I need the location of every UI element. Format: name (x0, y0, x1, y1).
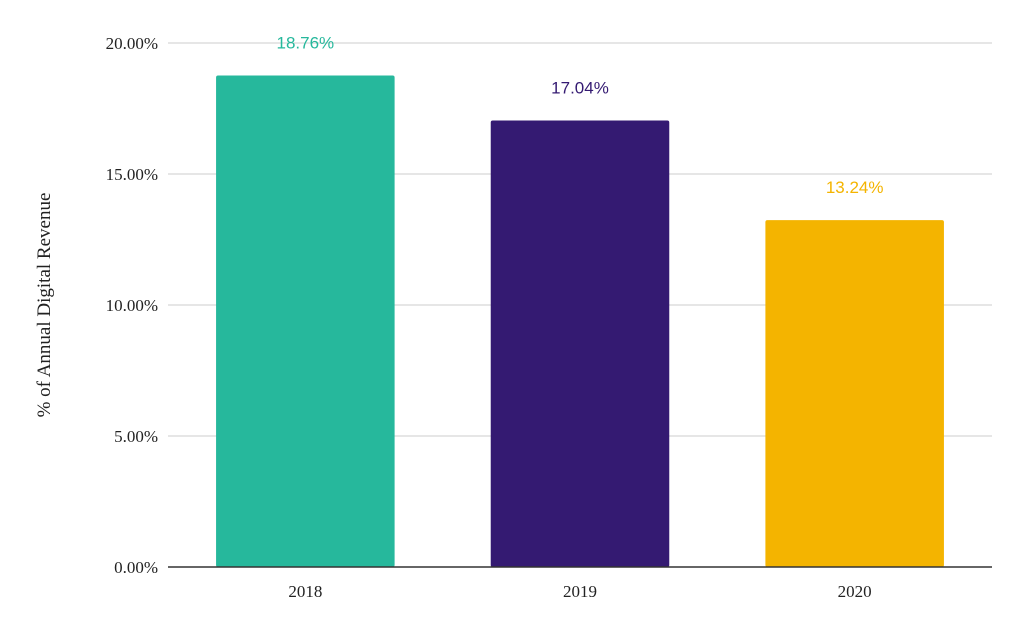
data-label-2018: 18.76% (276, 33, 334, 52)
x-tick-label: 2018 (288, 582, 322, 601)
data-label-2020: 13.24% (826, 178, 884, 197)
x-tick-label: 2019 (563, 582, 597, 601)
y-tick-label: 10.00% (106, 296, 158, 315)
y-axis-title: % of Annual Digital Revenue (34, 193, 55, 418)
data-label-2019: 17.04% (551, 79, 609, 98)
x-tick-label: 2020 (838, 582, 872, 601)
y-tick-label: 20.00% (106, 34, 158, 53)
bar-2019 (490, 120, 670, 567)
y-tick-label: 0.00% (114, 558, 158, 577)
bar-2020 (765, 220, 944, 567)
y-tick-label: 15.00% (106, 165, 158, 184)
y-tick-label: 5.00% (114, 427, 158, 446)
bars (216, 75, 944, 567)
x-axis-ticks: 2018 2019 2020 (288, 582, 871, 601)
bar-2018 (216, 75, 395, 567)
data-labels: 18.76% 17.04% 13.24% (276, 33, 883, 197)
y-axis-ticks: 0.00% 5.00% 10.00% 15.00% 20.00% (106, 34, 158, 577)
